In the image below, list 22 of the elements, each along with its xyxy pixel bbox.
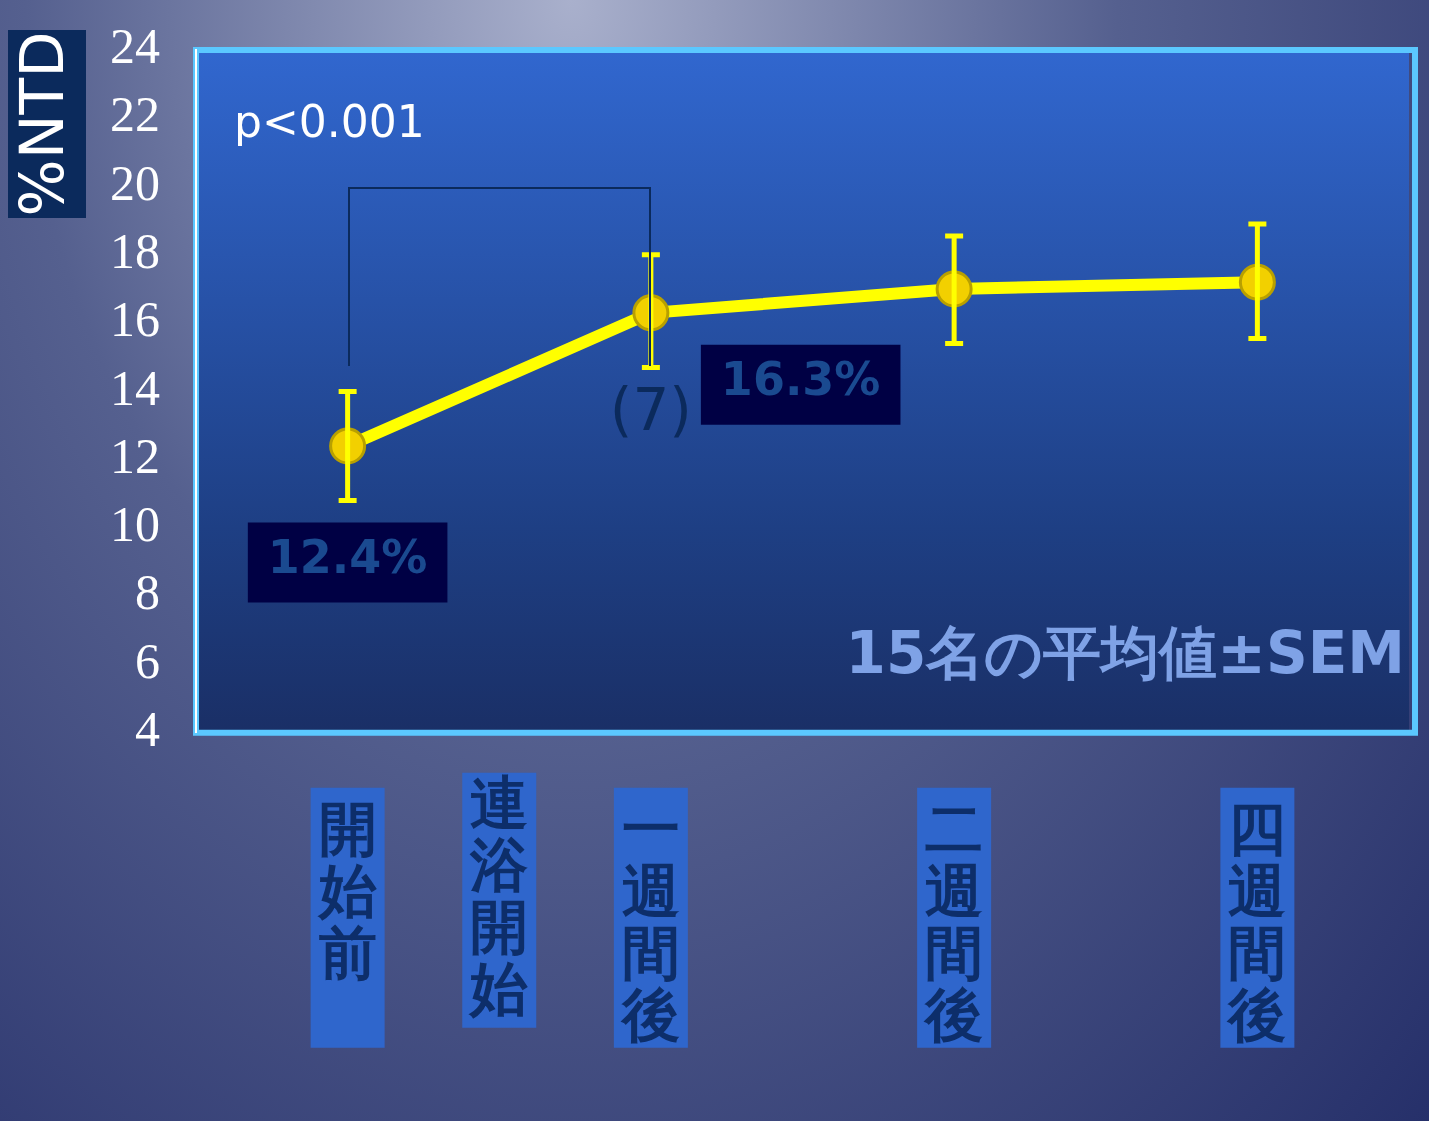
data-label: 12.4% [267,529,428,584]
y-tick-label: 12 [110,427,160,484]
y-tick-label: 22 [110,86,160,143]
y-axis-title: %NTD [6,31,77,217]
y-tick-label: 20 [110,154,160,211]
y-tick-label: 10 [110,496,160,553]
y-tick-label: 18 [110,222,160,279]
y-tick-label: 16 [110,291,160,348]
x-tick-label: 四週間後 [1226,794,1287,1050]
annotation: (7) [609,376,692,445]
annotation: 15名の平均値±SEM [845,618,1405,687]
y-tick-label: 24 [110,18,160,75]
x-tick-label: 開始前 [316,794,377,987]
y-tick-label: 8 [135,564,160,621]
text: 連浴開始 [468,768,529,1023]
x-tick-label: 一週間後 [619,794,680,1050]
annotation: p<0.001 [234,95,425,147]
y-tick-label: 4 [135,700,160,757]
y-tick-label: 6 [135,632,160,689]
data-label: 16.3% [720,351,881,406]
x-tick-label: 二週間後 [923,794,984,1050]
y-tick-label: 14 [110,359,160,416]
